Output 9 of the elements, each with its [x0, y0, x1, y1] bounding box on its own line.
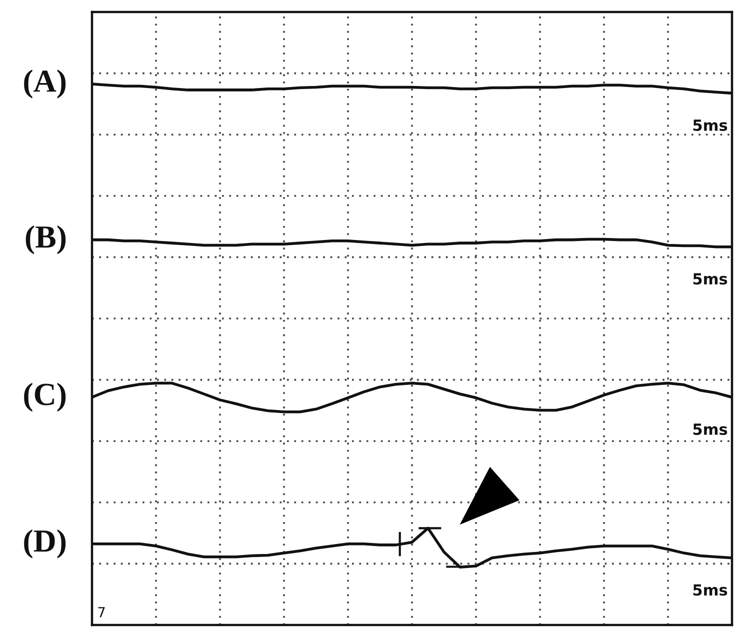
annotation: 5ms	[693, 120, 728, 131]
annotation: 5ms	[693, 424, 728, 436]
series-label: (B)	[26, 225, 66, 254]
annotation: 5ms	[693, 273, 728, 285]
series-label: (D)	[24, 529, 66, 558]
annotation: 7	[98, 607, 105, 618]
series-label: (C)	[24, 382, 66, 412]
series-label: (A)	[24, 70, 66, 98]
annotation: 5ms	[693, 584, 728, 596]
